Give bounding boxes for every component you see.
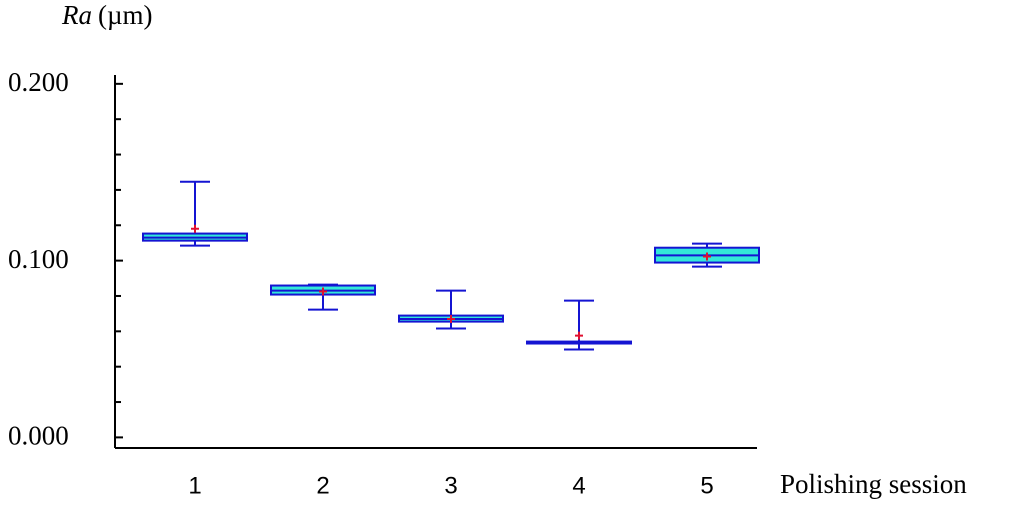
x-tick-label: 3 [444, 472, 457, 499]
x-tick-label: 4 [572, 472, 585, 499]
mean-marker [703, 252, 711, 261]
mean-marker [447, 314, 455, 323]
y-tick-label: 0.100 [8, 244, 69, 274]
x-tick-label: 5 [700, 472, 713, 499]
y-label-var: Ra [61, 0, 92, 30]
x-tick-label: 2 [316, 472, 329, 499]
x-axis-label: Polishing session [780, 469, 967, 499]
mean-marker [319, 287, 327, 296]
mean-marker [575, 331, 583, 340]
mean-marker [191, 224, 199, 233]
y-tick-label: 0.000 [8, 421, 69, 451]
y-label-unit: (µm) [98, 0, 153, 30]
y-axis-label: Ra (µm) [61, 0, 153, 30]
x-tick-label: 1 [188, 472, 201, 499]
y-tick-label: 0.200 [8, 67, 69, 97]
